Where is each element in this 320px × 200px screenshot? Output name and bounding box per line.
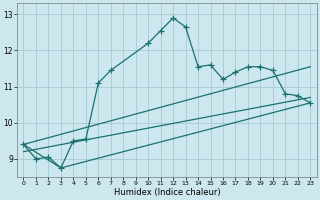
- X-axis label: Humidex (Indice chaleur): Humidex (Indice chaleur): [114, 188, 220, 197]
